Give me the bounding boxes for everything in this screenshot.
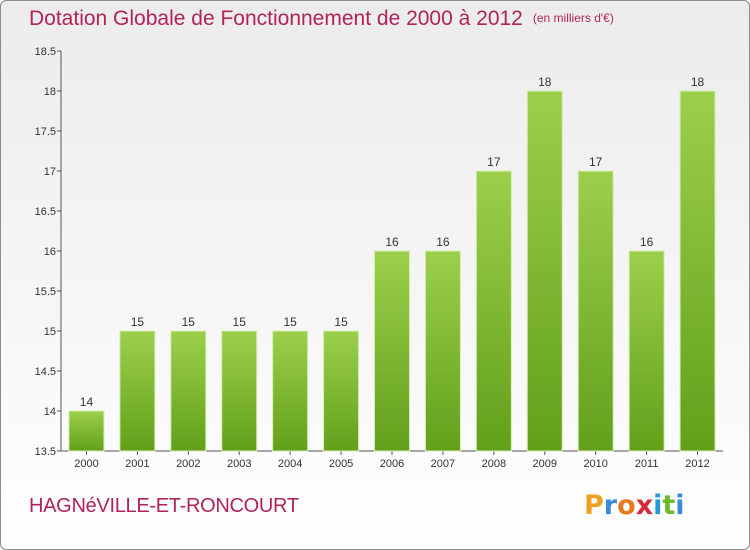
x-tick-label: 2004 [278,458,302,470]
bar-value-label: 16 [640,235,654,249]
bar [628,250,665,452]
bar [577,170,614,452]
y-tick-label: 16.5 [35,206,56,218]
bar-value-label: 15 [334,315,348,329]
bar [424,250,461,452]
x-tick-label: 2008 [482,458,506,470]
bar [374,250,410,452]
y-tick-label: 17.5 [35,126,56,138]
bar-value-label: 14 [80,395,94,409]
x-tick-label: 2003 [227,458,251,470]
bar [475,170,512,452]
x-tick-label: 2009 [533,458,557,470]
bar [323,330,360,452]
y-tick-label: 18.5 [35,46,56,58]
y-tick-label: 15 [44,326,56,338]
y-tick-label: 13.5 [35,446,56,458]
bar-value-label: 15 [283,315,297,329]
bar [119,330,156,452]
bar [68,410,105,452]
y-tick-label: 16 [44,246,56,258]
bar [221,330,258,452]
x-tick-label: 2006 [380,458,404,470]
y-tick-label: 15.5 [35,286,56,298]
x-tick-label: 2000 [74,458,98,470]
bar [679,90,716,452]
bar-value-label: 17 [487,155,501,169]
bar-value-label: 17 [589,155,603,169]
y-tick-label: 14 [44,406,56,418]
proxiti-logo[interactable]: Proxiti [584,490,685,521]
bar [170,330,207,452]
x-tick-label: 2005 [329,458,353,470]
commune-name: HAGNéVILLE-ET-RONCOURT [29,495,299,517]
bar-value-label: 18 [691,75,705,89]
y-tick-label: 14.5 [35,366,56,378]
y-tick-label: 17 [44,166,56,178]
bar-value-label: 15 [233,315,247,329]
bar [272,330,309,452]
bar-value-label: 16 [436,235,450,249]
x-tick-label: 2012 [685,458,709,470]
x-tick-label: 2010 [583,458,607,470]
chart-title: Dotation Globale de Fonctionnement de 20… [29,7,614,31]
x-tick-label: 2002 [176,458,200,470]
bar-value-label: 15 [131,315,145,329]
bar-value-label: 16 [385,235,399,249]
chart-title-text: Dotation Globale de Fonctionnement de 20… [29,7,523,30]
x-tick-label: 2011 [635,458,659,470]
bar-value-label: 18 [538,75,552,89]
bar [526,90,563,452]
y-tick-label: 18 [44,86,56,98]
x-tick-label: 2007 [431,458,455,470]
chart-subtitle: (en milliers d'€) [532,11,614,25]
bar-value-label: 15 [182,315,196,329]
x-tick-label: 2001 [125,458,149,470]
